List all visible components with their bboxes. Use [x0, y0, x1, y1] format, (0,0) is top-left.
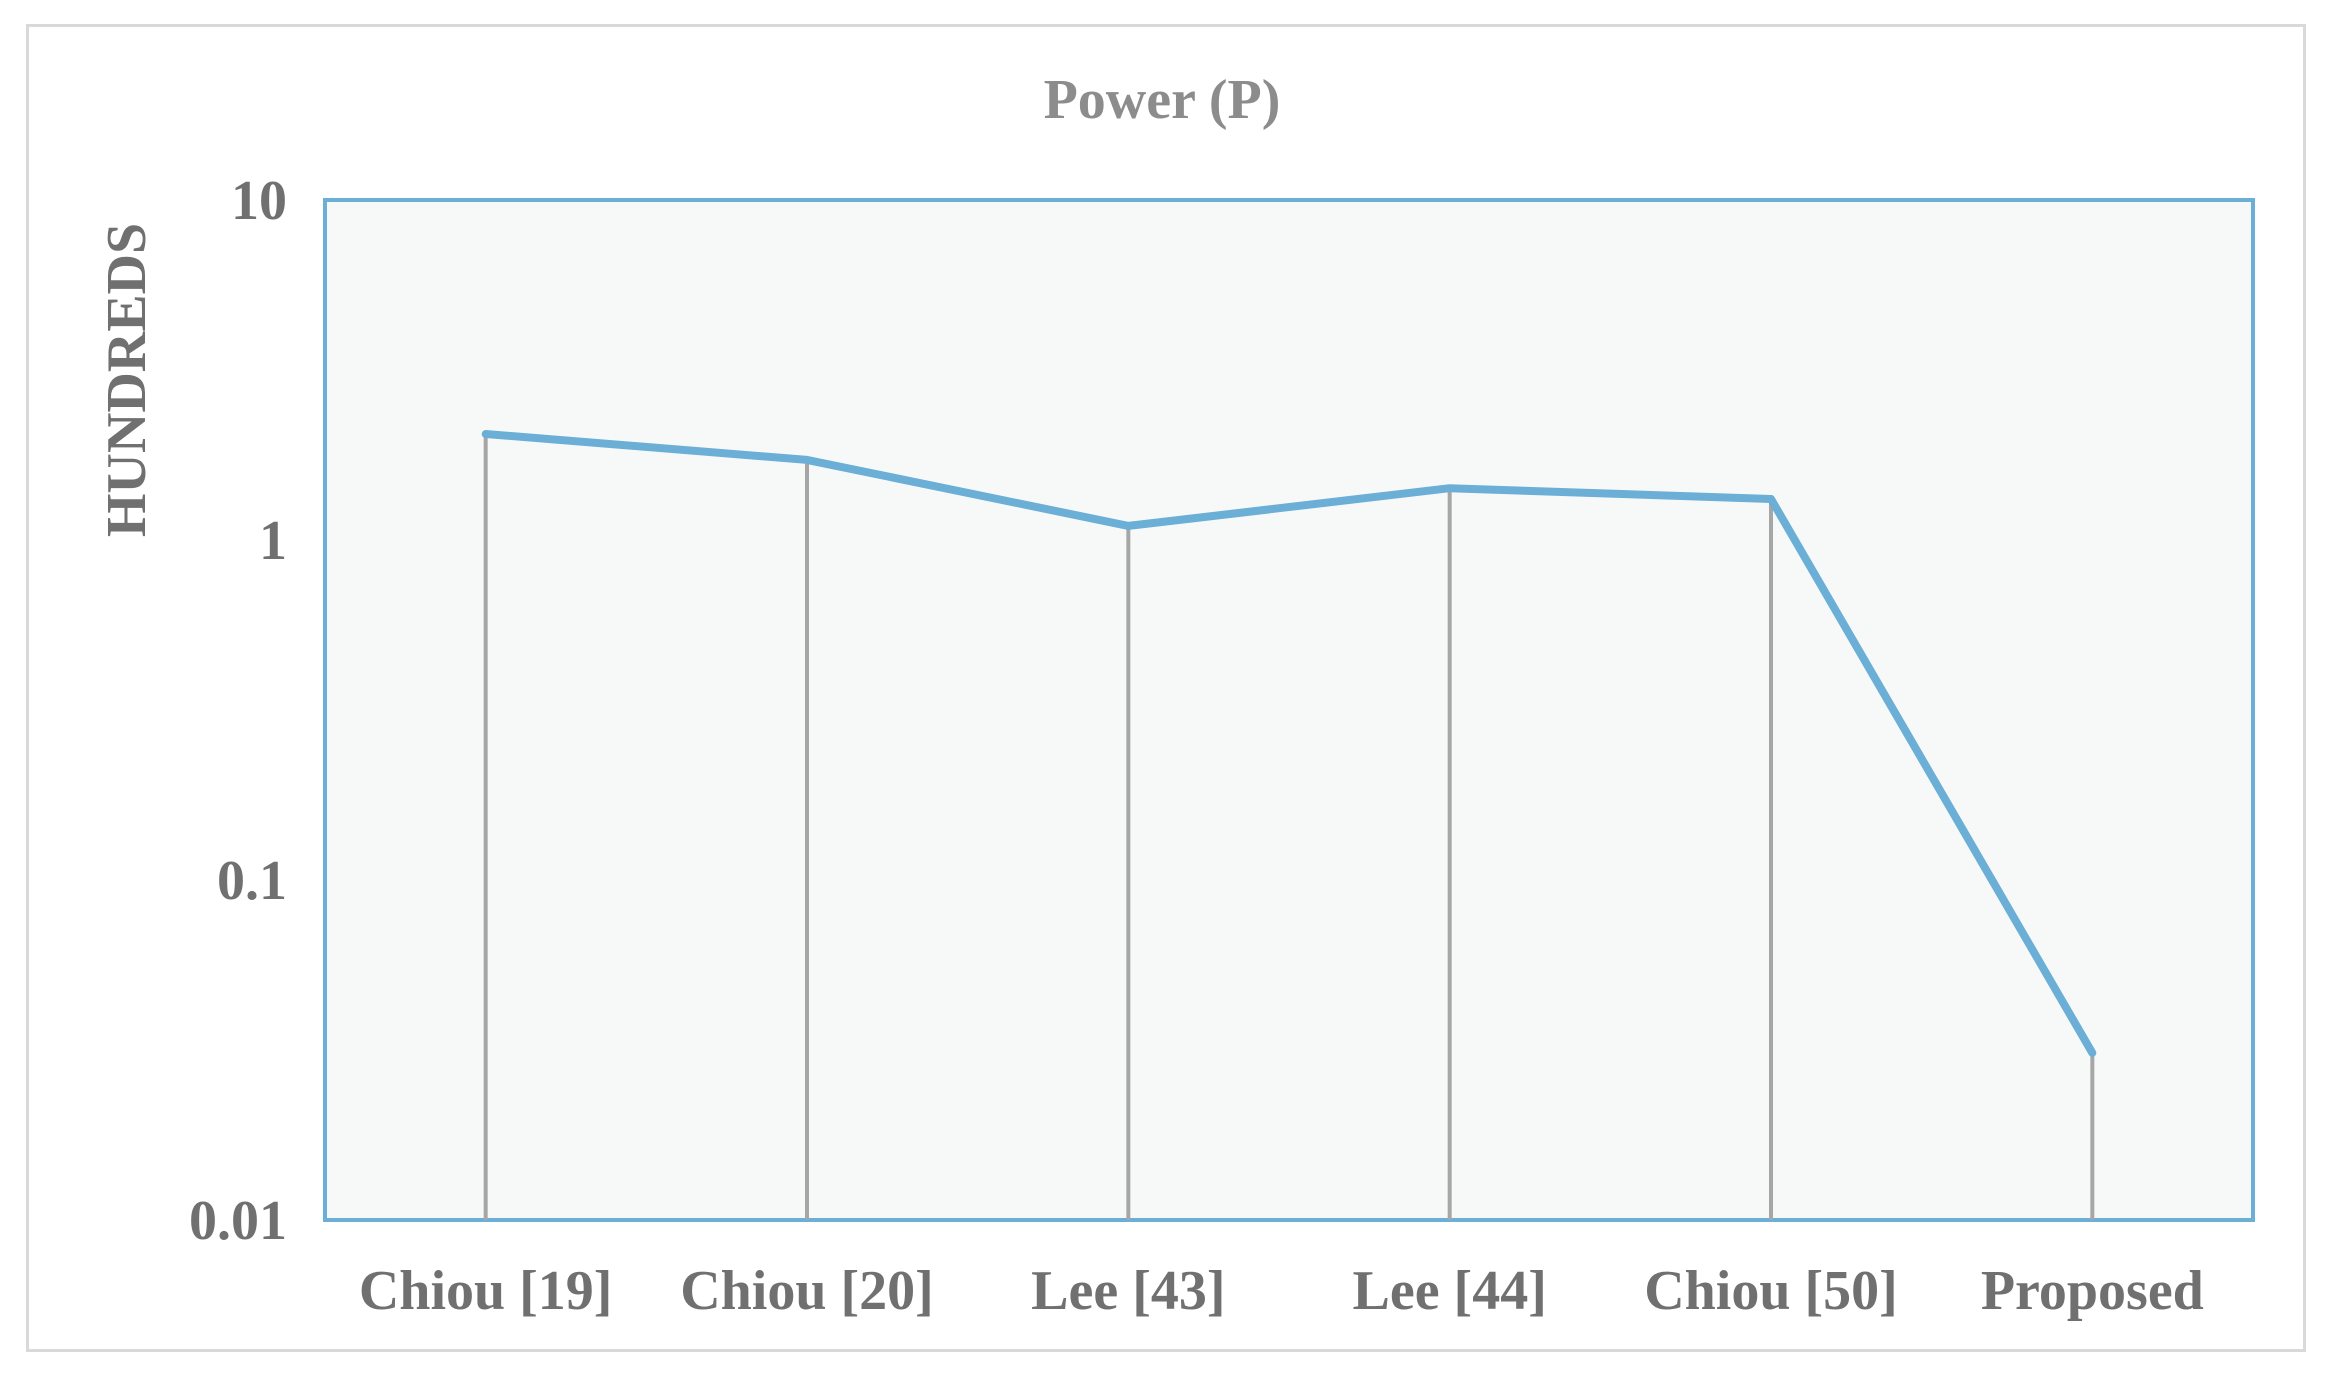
x-tick-label: Proposed [1981, 1260, 2204, 1322]
plot-area [323, 198, 2255, 1222]
x-axis-ticks: Chiou [19] Chiou [20] Lee [43] Lee [44] Chio… [359, 1260, 2204, 1322]
y-tick-label: 0.01 [189, 1190, 287, 1252]
y-tick-label: 1 [259, 510, 287, 572]
y-tick-label: 0.1 [217, 850, 287, 912]
x-tick-label: Lee [44] [1352, 1260, 1546, 1322]
drop-lines [483, 434, 2095, 1220]
y-axis-ticks: 10 1 0.1 0.01 [189, 170, 287, 1252]
y-tick-label: 10 [231, 170, 287, 232]
x-tick-label: Chiou [50] [1644, 1260, 1898, 1322]
chart-title: Power (P) [1044, 69, 1281, 131]
x-tick-label: Chiou [19] [359, 1260, 613, 1322]
y-axis-label: HUNDREDS [96, 223, 158, 537]
series-line [481, 430, 2097, 1057]
series-group [481, 430, 2097, 1057]
x-tick-label: Chiou [20] [680, 1260, 934, 1322]
x-tick-label: Lee [43] [1031, 1260, 1225, 1322]
